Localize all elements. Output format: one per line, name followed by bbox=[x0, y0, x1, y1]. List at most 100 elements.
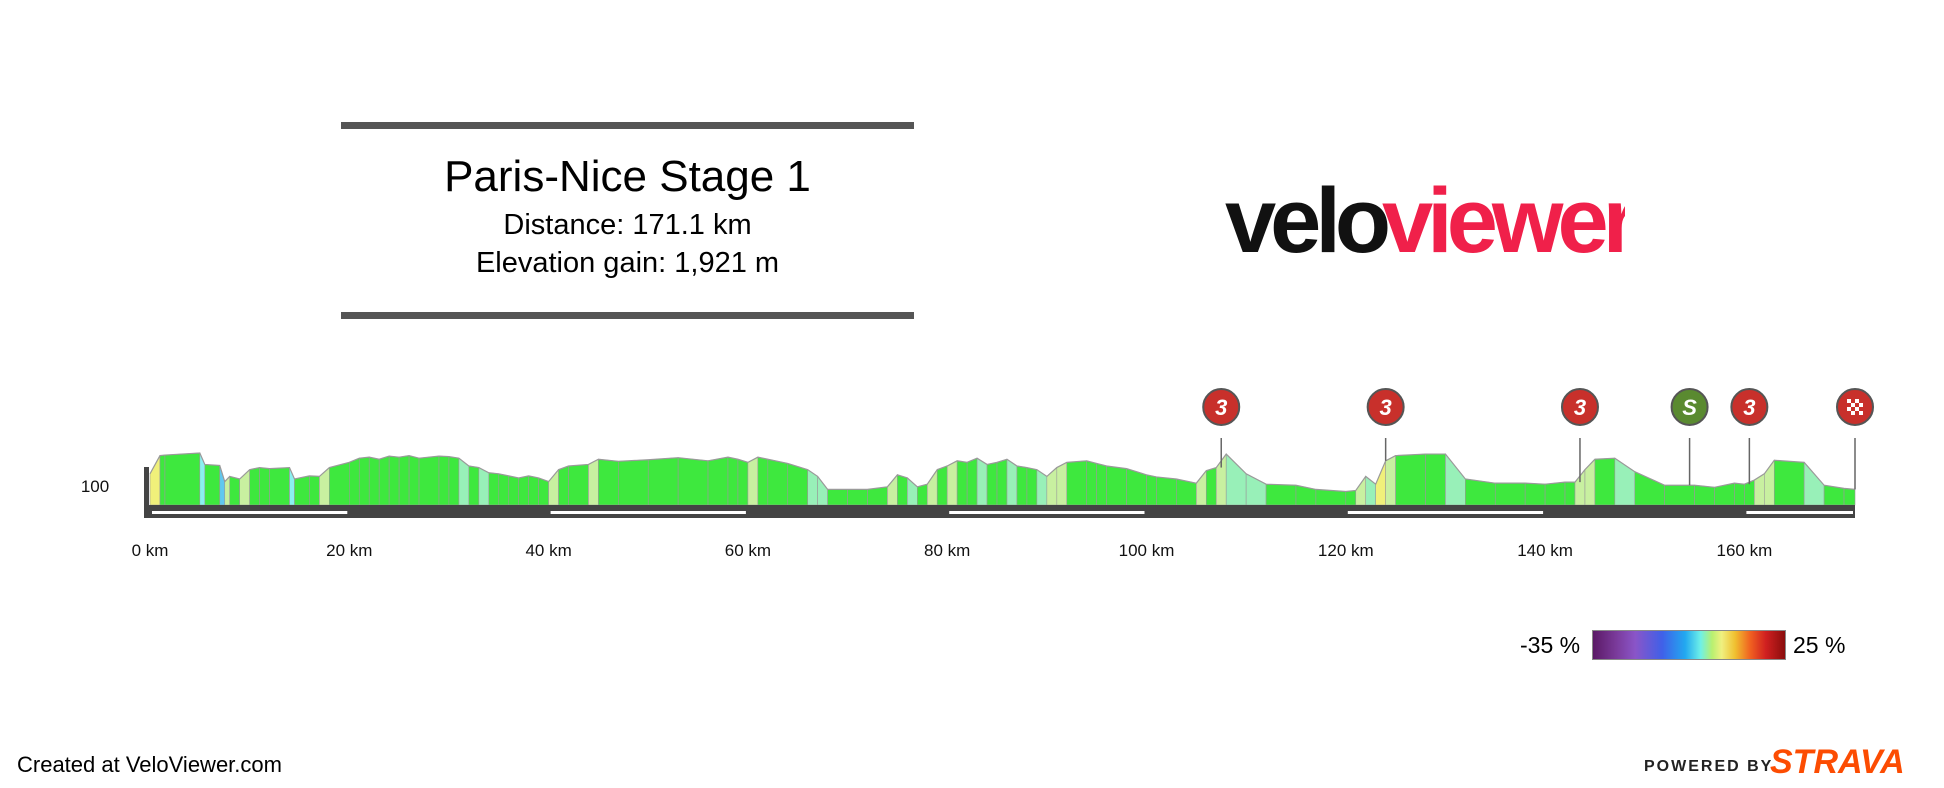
profile-segment bbox=[1494, 482, 1526, 506]
profile-segment bbox=[219, 465, 226, 506]
profile-segment bbox=[1345, 490, 1357, 506]
profile-segment bbox=[1086, 460, 1097, 506]
finish-flag-cell bbox=[1847, 407, 1851, 411]
profile-segment bbox=[1146, 474, 1157, 506]
marker-label: 3 bbox=[1215, 395, 1227, 420]
profile-segment bbox=[727, 456, 739, 506]
profile-segment bbox=[1156, 476, 1177, 506]
profile-segment bbox=[707, 456, 729, 506]
profile-segment bbox=[498, 473, 510, 506]
profile-segment bbox=[847, 489, 868, 506]
profile-segment bbox=[309, 475, 320, 506]
profile-segment bbox=[164, 452, 201, 506]
x-tick-label: 40 km bbox=[525, 541, 571, 560]
finish-flag-cell bbox=[1855, 399, 1859, 403]
distance-text: Distance: 171.1 km bbox=[503, 209, 752, 241]
profile-segment bbox=[468, 465, 480, 506]
profile-segment bbox=[1584, 458, 1596, 506]
profile-segment bbox=[1544, 481, 1566, 506]
marker-badge bbox=[1202, 388, 1241, 426]
profile-segment bbox=[1634, 471, 1665, 506]
profile-segment bbox=[329, 461, 350, 506]
veloviewer-logo: velo viewer bbox=[1225, 170, 1644, 272]
axis-strip bbox=[949, 511, 1145, 514]
profile-segment bbox=[747, 456, 759, 506]
profile-segment bbox=[408, 455, 420, 506]
profile-segment bbox=[677, 457, 709, 506]
x-tick-label: 100 km bbox=[1119, 541, 1175, 560]
finish-flag-cell bbox=[1859, 403, 1863, 407]
finish-flag-cell bbox=[1851, 403, 1855, 407]
x-tick-label: 140 km bbox=[1517, 541, 1573, 560]
profile-segment bbox=[249, 467, 260, 506]
profile-segment bbox=[528, 475, 539, 506]
profile-segment bbox=[827, 489, 848, 506]
marker-badge bbox=[1560, 388, 1599, 426]
y-tick-label: 100 bbox=[81, 477, 109, 496]
marker-label: 3 bbox=[1743, 395, 1755, 420]
profile-segment bbox=[368, 456, 380, 506]
x-tick-label: 120 km bbox=[1318, 541, 1374, 560]
profile-segment bbox=[1106, 465, 1127, 506]
profile-segment bbox=[259, 467, 270, 506]
profile-segment bbox=[149, 455, 161, 506]
gradient-legend: -35 % 25 % bbox=[1515, 626, 1855, 666]
profile-segment bbox=[229, 476, 240, 506]
profile-segment bbox=[926, 468, 938, 506]
powered-by-strava[interactable]: POWERED BY STRAVA bbox=[1640, 739, 1940, 781]
x-tick-label: 20 km bbox=[326, 541, 372, 560]
profile-segment bbox=[1375, 460, 1386, 506]
profile-segment bbox=[1564, 481, 1576, 506]
axis-strip bbox=[1746, 511, 1853, 514]
profile-segment bbox=[1205, 467, 1217, 506]
profile-segment bbox=[358, 456, 370, 506]
profile-segment bbox=[1355, 475, 1367, 506]
axis-strip bbox=[152, 511, 348, 514]
profile-segment bbox=[1265, 483, 1297, 506]
profile-segment bbox=[518, 475, 529, 506]
profile-segment bbox=[319, 466, 330, 506]
profile-segment bbox=[757, 456, 769, 506]
finish-flag-cell bbox=[1859, 411, 1863, 415]
profile-segment bbox=[294, 475, 310, 506]
profile-segment bbox=[618, 459, 649, 506]
profile-segment bbox=[956, 460, 968, 506]
strava-logo-text: STRAVA bbox=[1770, 743, 1905, 779]
finish-flag-cell bbox=[1855, 407, 1859, 411]
profile-segment bbox=[996, 458, 1008, 506]
marker-badge bbox=[1670, 388, 1709, 426]
profile-segment bbox=[817, 475, 828, 506]
x-tick-label: 160 km bbox=[1717, 541, 1773, 560]
profile-segment bbox=[1395, 453, 1426, 506]
x-tick-label: 80 km bbox=[924, 541, 970, 560]
profile-segment bbox=[916, 483, 928, 506]
profile-segment bbox=[558, 465, 569, 506]
profile-segment bbox=[1803, 461, 1825, 506]
finish-flag-cell bbox=[1851, 411, 1855, 415]
profile-outline bbox=[149, 452, 1856, 493]
legend-max-label: 25 % bbox=[1793, 632, 1846, 658]
profile-segment bbox=[388, 455, 400, 506]
profile-segment bbox=[1026, 467, 1038, 506]
profile-segment bbox=[1385, 455, 1396, 506]
profile-segment bbox=[1694, 484, 1715, 506]
profile-segment bbox=[478, 467, 490, 506]
profile-segment bbox=[1056, 461, 1068, 506]
marker-badge bbox=[1366, 388, 1405, 426]
profile-segment bbox=[438, 455, 450, 506]
profile-segment bbox=[767, 458, 789, 506]
profile-segment bbox=[538, 477, 549, 506]
profile-segment bbox=[568, 464, 589, 506]
profile-segment bbox=[1734, 482, 1745, 506]
profile-segment bbox=[1524, 482, 1546, 506]
profile-segment bbox=[1664, 484, 1695, 506]
profile-segment bbox=[986, 461, 998, 506]
profile-segment bbox=[1445, 453, 1466, 506]
logo-velo: velo bbox=[1225, 172, 1388, 272]
profile-segment bbox=[1773, 459, 1805, 506]
marker-label: S bbox=[1682, 395, 1697, 420]
gradient-color-bar bbox=[1592, 630, 1786, 660]
created-at-link[interactable]: Created at VeloViewer.com bbox=[17, 752, 282, 777]
marker-label: 3 bbox=[1380, 395, 1392, 420]
profile-segment bbox=[378, 455, 390, 506]
